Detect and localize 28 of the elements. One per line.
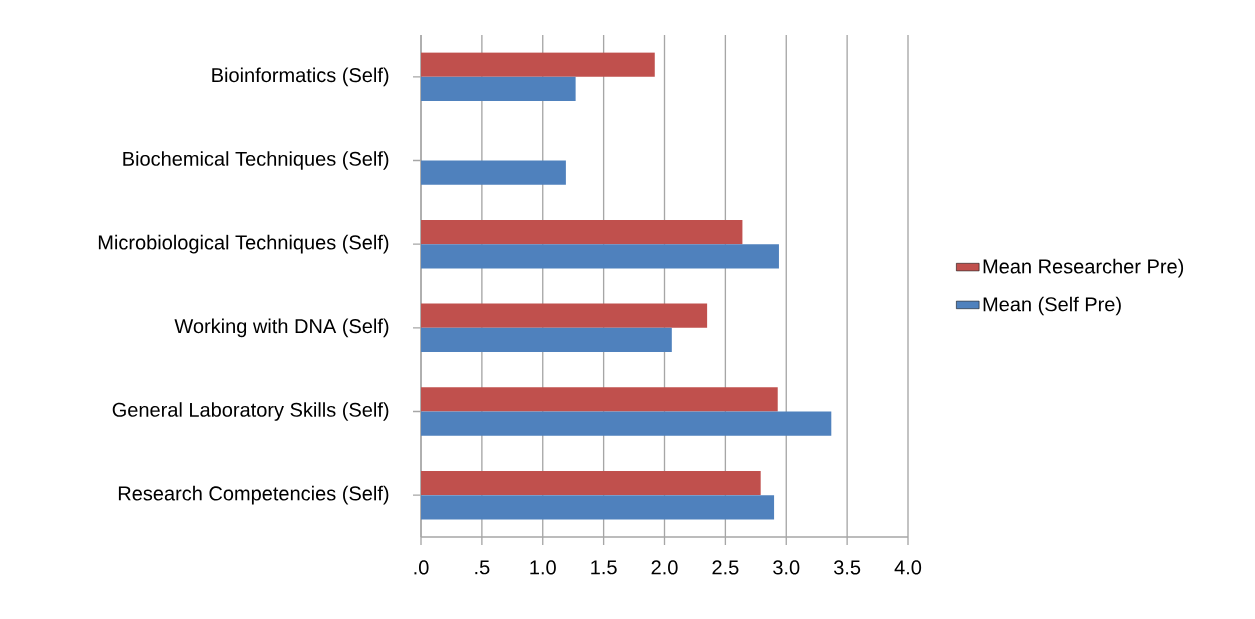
bar: [421, 52, 655, 77]
x-tick-label: 1.5: [591, 560, 617, 575]
bar: [421, 76, 576, 102]
bar: [421, 470, 761, 496]
y-tick-label: Research Competencies (Self): [118, 485, 389, 505]
bar: [421, 244, 779, 269]
x-tick-label: 3.5: [833, 560, 861, 575]
bar: [421, 495, 775, 520]
x-tick-label: 2.5: [712, 560, 739, 575]
bar: [421, 160, 566, 185]
x-tick-label: .5: [475, 560, 490, 575]
y-tick-label: Bioinformatics (Self): [212, 67, 389, 87]
x-tick-label: 4.0: [894, 560, 922, 575]
bar: [421, 219, 743, 245]
bar: [421, 327, 672, 353]
bar: [421, 387, 778, 412]
x-tick-label: 1.0: [530, 560, 556, 575]
y-tick-label: General Laboratory Skills (Self): [112, 402, 389, 421]
bar: [421, 411, 832, 436]
x-tick-label: .0: [414, 560, 429, 575]
y-tick-label: Working with DNA (Self): [174, 318, 389, 338]
y-tick-label: Microbiological Techniques (Self): [98, 234, 389, 254]
y-tick-label: Biochemical Techniques (Self): [123, 151, 389, 170]
x-tick-label: 3.0: [773, 560, 800, 575]
x-tick-label: 2.0: [651, 560, 678, 575]
bar: [421, 303, 708, 328]
legend-label: Mean Researcher Pre): [983, 258, 1184, 278]
legend-label: Mean (Self Pre): [983, 296, 1121, 316]
